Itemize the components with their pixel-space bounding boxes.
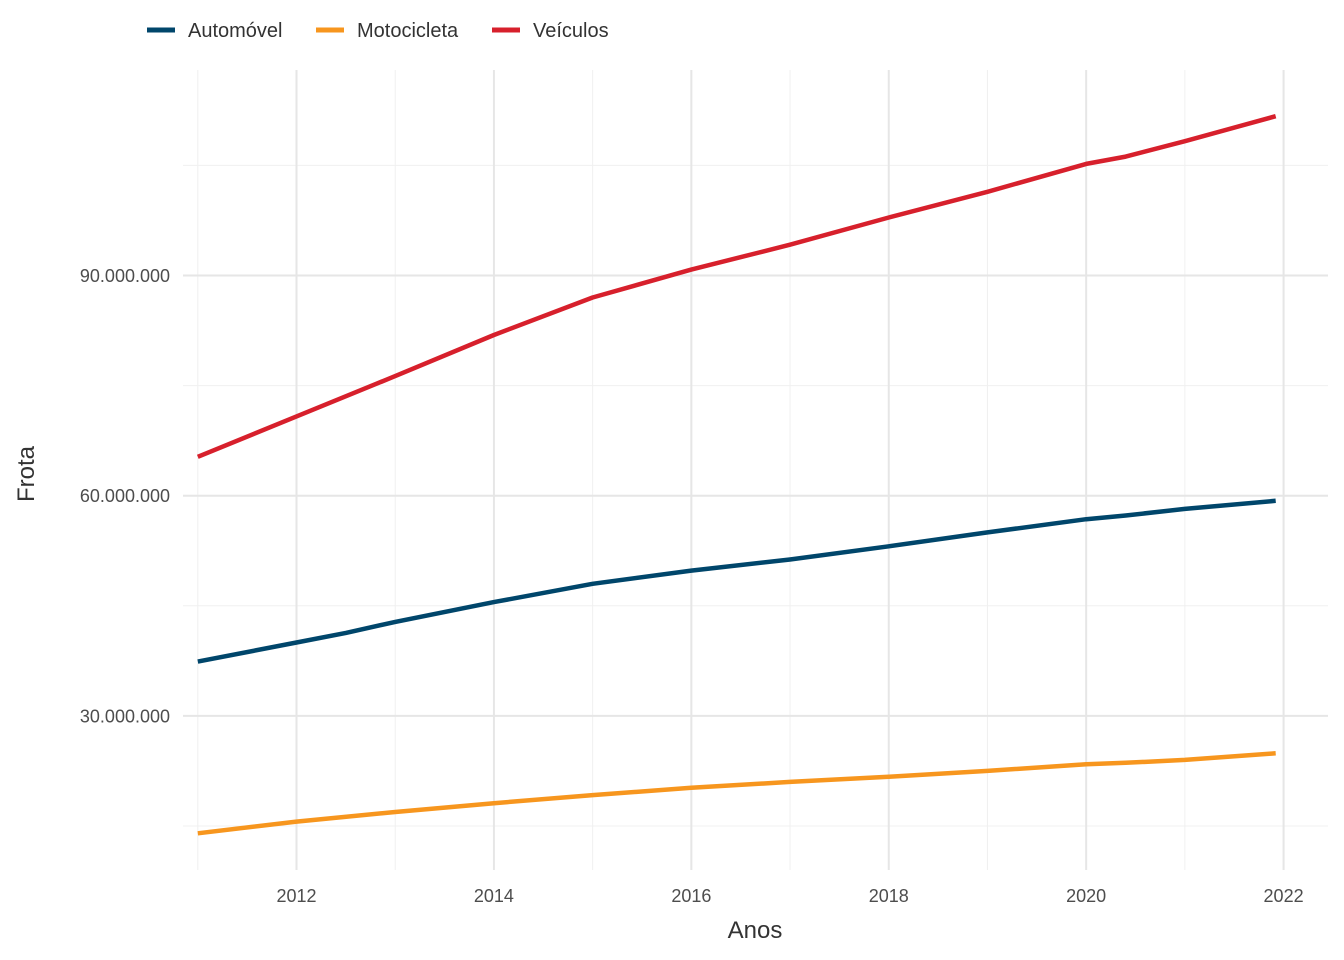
legend-item: Automóvel [147,20,283,42]
legend-label: Motocicleta [357,20,459,42]
series-line-motocicleta [197,751,1276,836]
x-axis-tick-labels: 2012 2014 2016 2018 2020 2022 [276,886,1303,906]
legend-label: Veículos [533,20,609,42]
x-tick-label: 2016 [671,886,711,906]
series-line-automóvel [197,498,1276,664]
x-tick-label: 2022 [1264,886,1304,906]
y-tick-label: 30.000.000 [80,706,170,726]
series-lines [196,114,1277,836]
minor-gridlines [183,70,1328,870]
x-tick-label: 2018 [869,886,909,906]
series-line-veículos [196,114,1277,459]
y-axis-tick-labels: 30.000.000 60.000.000 90.000.000 [80,266,170,726]
legend-item: Veículos [492,20,609,42]
y-tick-label: 90.000.000 [80,266,170,286]
x-tick-label: 2014 [474,886,514,906]
y-axis-title: Frota [13,445,40,502]
x-tick-label: 2012 [276,886,316,906]
legend: Automóvel Motocicleta Veículos [147,20,609,42]
y-tick-label: 60.000.000 [80,486,170,506]
x-tick-label: 2020 [1066,886,1106,906]
legend-item: Motocicleta [316,20,459,42]
major-gridlines [183,70,1328,870]
x-axis-title: Anos [728,917,783,944]
legend-label: Automóvel [188,20,283,42]
